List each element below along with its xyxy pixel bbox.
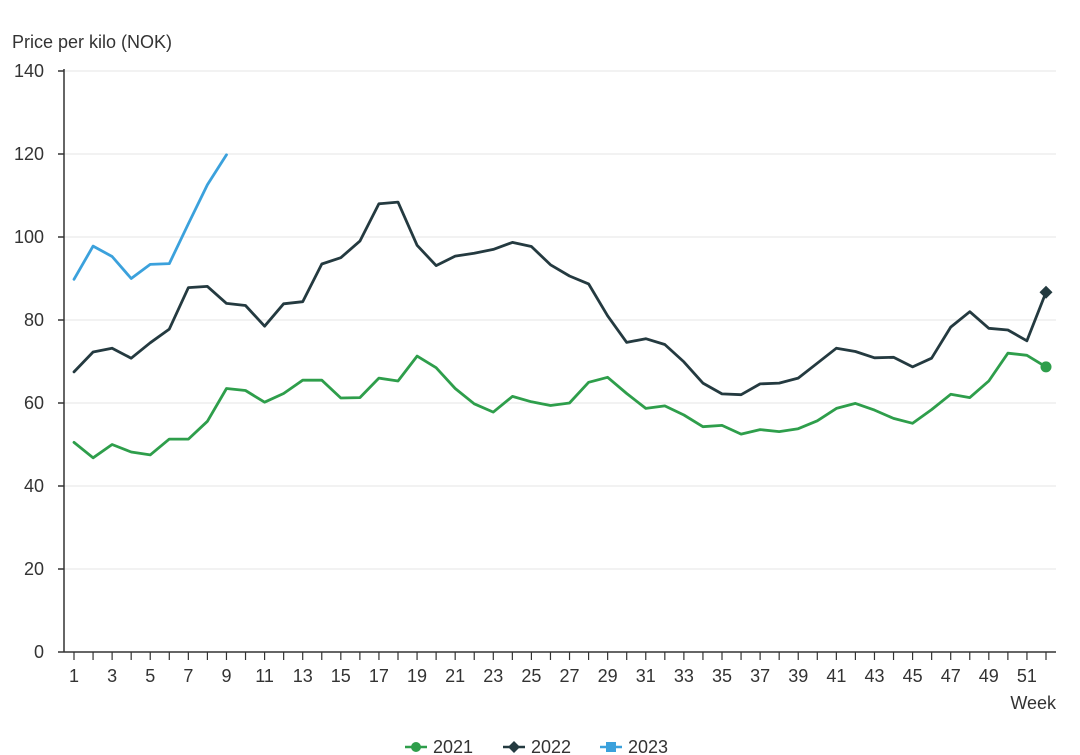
x-tick-label: 9	[221, 666, 231, 686]
x-tick-label: 15	[331, 666, 351, 686]
legend-item-2022[interactable]: 2022	[503, 737, 571, 755]
x-tick-label: 25	[521, 666, 541, 686]
x-tick-label: 49	[979, 666, 999, 686]
x-tick-label: 33	[674, 666, 694, 686]
y-tick-label: 100	[14, 227, 44, 247]
legend-marker-square	[606, 742, 616, 752]
series-line-2021	[72, 351, 1048, 460]
legend-label: 2022	[531, 737, 571, 755]
y-tick-label: 60	[24, 393, 44, 413]
series-2023	[72, 153, 228, 281]
series-line-2023	[72, 153, 228, 281]
x-tick-label: 5	[145, 666, 155, 686]
legend-marker-diamond	[508, 741, 520, 753]
x-tick-label: 51	[1017, 666, 1037, 686]
legend-marker-circle	[411, 742, 421, 752]
grid-lines	[64, 70, 1056, 570]
y-tick-label: 80	[24, 310, 44, 330]
x-tick-label: 1	[69, 666, 79, 686]
x-tick-label: 41	[826, 666, 846, 686]
x-tick-label: 45	[903, 666, 923, 686]
x-tick-label: 3	[107, 666, 117, 686]
x-tick-label: 19	[407, 666, 427, 686]
x-tick-label: 27	[560, 666, 580, 686]
x-tick-label: 31	[636, 666, 656, 686]
legend-item-2021[interactable]: 2021	[405, 737, 473, 755]
series-line-2022	[72, 200, 1048, 397]
x-tick-label: 43	[864, 666, 884, 686]
x-tick-label: 35	[712, 666, 732, 686]
x-tick-label: 39	[788, 666, 808, 686]
legend-item-2023[interactable]: 2023	[600, 737, 668, 755]
x-tick-label: 7	[183, 666, 193, 686]
y-tick-label: 40	[24, 476, 44, 496]
x-axis-title: Week	[1010, 693, 1057, 713]
series-lines	[72, 153, 1053, 460]
series-end-marker-2022	[1039, 285, 1053, 299]
x-tick-label: 17	[369, 666, 389, 686]
series-2022	[72, 200, 1053, 397]
x-tick-label: 47	[941, 666, 961, 686]
y-axis-title: Price per kilo (NOK)	[12, 32, 172, 52]
x-tick-label: 11	[255, 666, 274, 686]
legend-label: 2021	[433, 737, 473, 755]
legend-label: 2023	[628, 737, 668, 755]
x-tick-label: 13	[293, 666, 313, 686]
series-end-marker-2021	[1040, 361, 1052, 373]
y-tick-label: 0	[34, 642, 44, 662]
y-tick-label: 20	[24, 559, 44, 579]
legend: 2021 2022 2023	[405, 737, 668, 755]
series-2021	[72, 351, 1052, 460]
x-tick-label: 21	[445, 666, 465, 686]
x-tick-label: 37	[750, 666, 770, 686]
x-tick-label: 23	[483, 666, 503, 686]
y-tick-label: 140	[14, 61, 44, 81]
y-tick-label: 120	[14, 144, 44, 164]
x-tick-label: 29	[598, 666, 618, 686]
